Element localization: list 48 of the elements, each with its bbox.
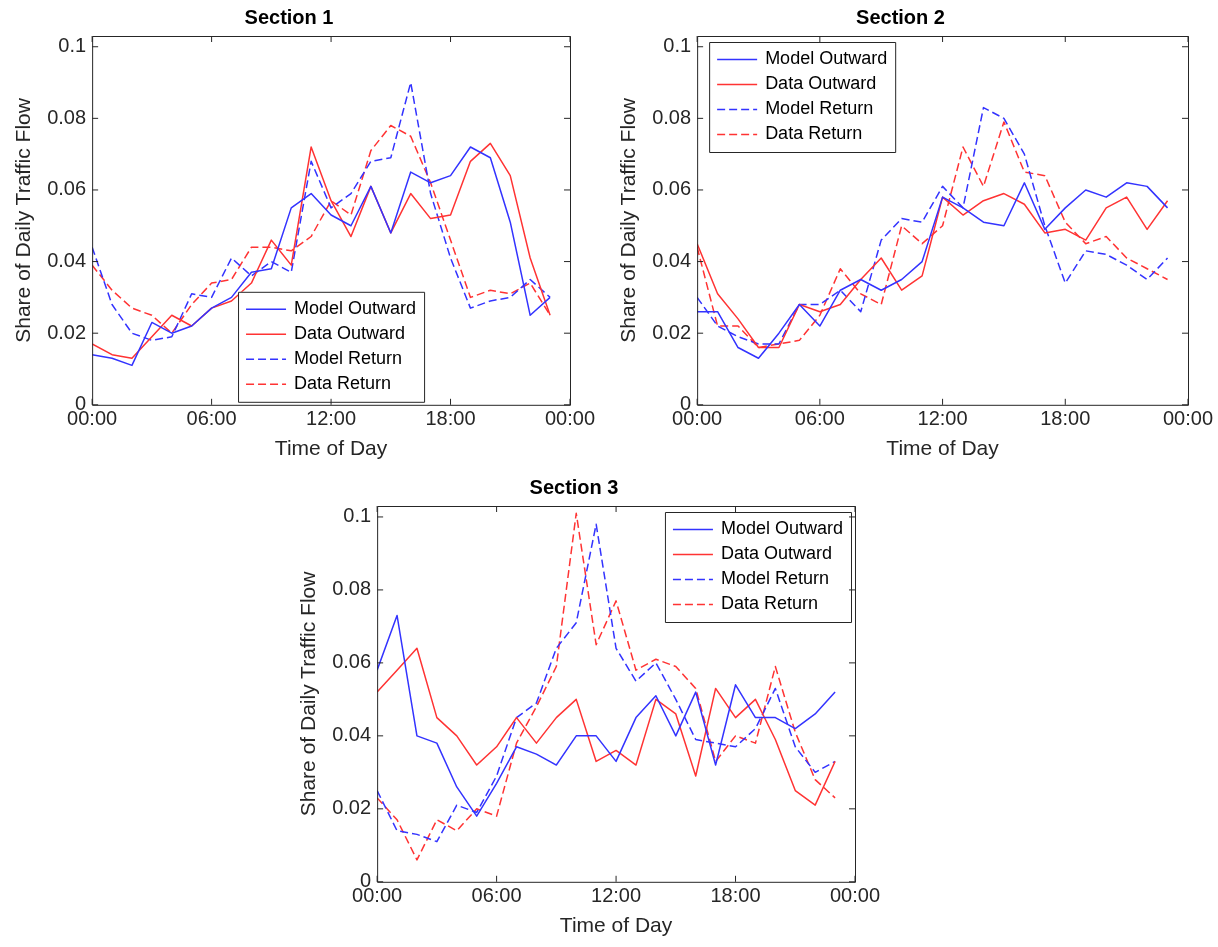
y-tick-label: 0.1	[343, 504, 372, 527]
legend-label: Model Outward	[294, 298, 417, 319]
x-tick-label: 06:00	[186, 407, 237, 430]
y-tick-label: 0.02	[47, 320, 87, 343]
y-tick-label: 0.02	[652, 320, 692, 343]
legend-label: Data Return	[720, 593, 819, 614]
x-axis-title: Time of Day	[559, 913, 673, 937]
y-tick-label: 0.06	[332, 650, 372, 673]
legend-label: Model Outward	[765, 48, 888, 69]
x-tick-label: 12:00	[306, 407, 357, 430]
legend-label: Model Return	[765, 98, 874, 119]
legend-label: Model Outward	[720, 518, 844, 539]
legend-label: Data Outward	[294, 323, 406, 344]
y-tick-label: 0.08	[332, 577, 372, 600]
y-tick-label: 0.06	[652, 177, 692, 200]
x-tick-label: 18:00	[425, 407, 476, 430]
y-axis-title: Share of Daily Traffic Flow	[296, 570, 320, 817]
y-tick-label: 0.08	[47, 105, 87, 128]
y-tick-label: 0.1	[663, 34, 692, 57]
chart-title: Section 2	[856, 5, 945, 28]
legend-label: Data Outward	[765, 73, 877, 94]
y-tick-label: 0.04	[47, 249, 87, 272]
legend-label: Model Return	[294, 348, 403, 369]
x-tick-label: 18:00	[710, 884, 761, 907]
y-axis-title: Share of Daily Traffic Flow	[11, 97, 35, 343]
chart-title: Section 1	[244, 5, 334, 28]
x-axis-title: Time of Day	[886, 436, 1000, 460]
y-tick-label: 0.1	[58, 34, 87, 57]
y-tick-label: 0.06	[47, 177, 87, 200]
legend-label: Model Return	[720, 568, 830, 589]
legend-label: Data Return	[294, 373, 392, 394]
x-axis-title: Time of Day	[274, 436, 388, 460]
x-tick-label: 12:00	[591, 884, 642, 907]
legend-label: Data Outward	[720, 543, 833, 564]
chart-title: Section 3	[529, 475, 619, 498]
y-tick-label: 0.08	[652, 105, 692, 128]
y-tick-label: 0.02	[332, 796, 372, 819]
x-tick-label: 06:00	[794, 407, 845, 430]
x-tick-label: 00:00	[1162, 407, 1214, 430]
x-tick-label: 06:00	[471, 884, 522, 907]
x-tick-label: 18:00	[1040, 407, 1091, 430]
x-tick-label: 00:00	[544, 407, 596, 430]
x-tick-label: 00:00	[829, 884, 881, 907]
y-tick-label: 0.04	[332, 723, 372, 746]
y-axis-title: Share of Daily Traffic Flow	[616, 97, 640, 343]
y-tick-label: 0.04	[652, 249, 692, 272]
x-tick-label: 12:00	[917, 407, 968, 430]
legend-label: Data Return	[765, 123, 863, 144]
